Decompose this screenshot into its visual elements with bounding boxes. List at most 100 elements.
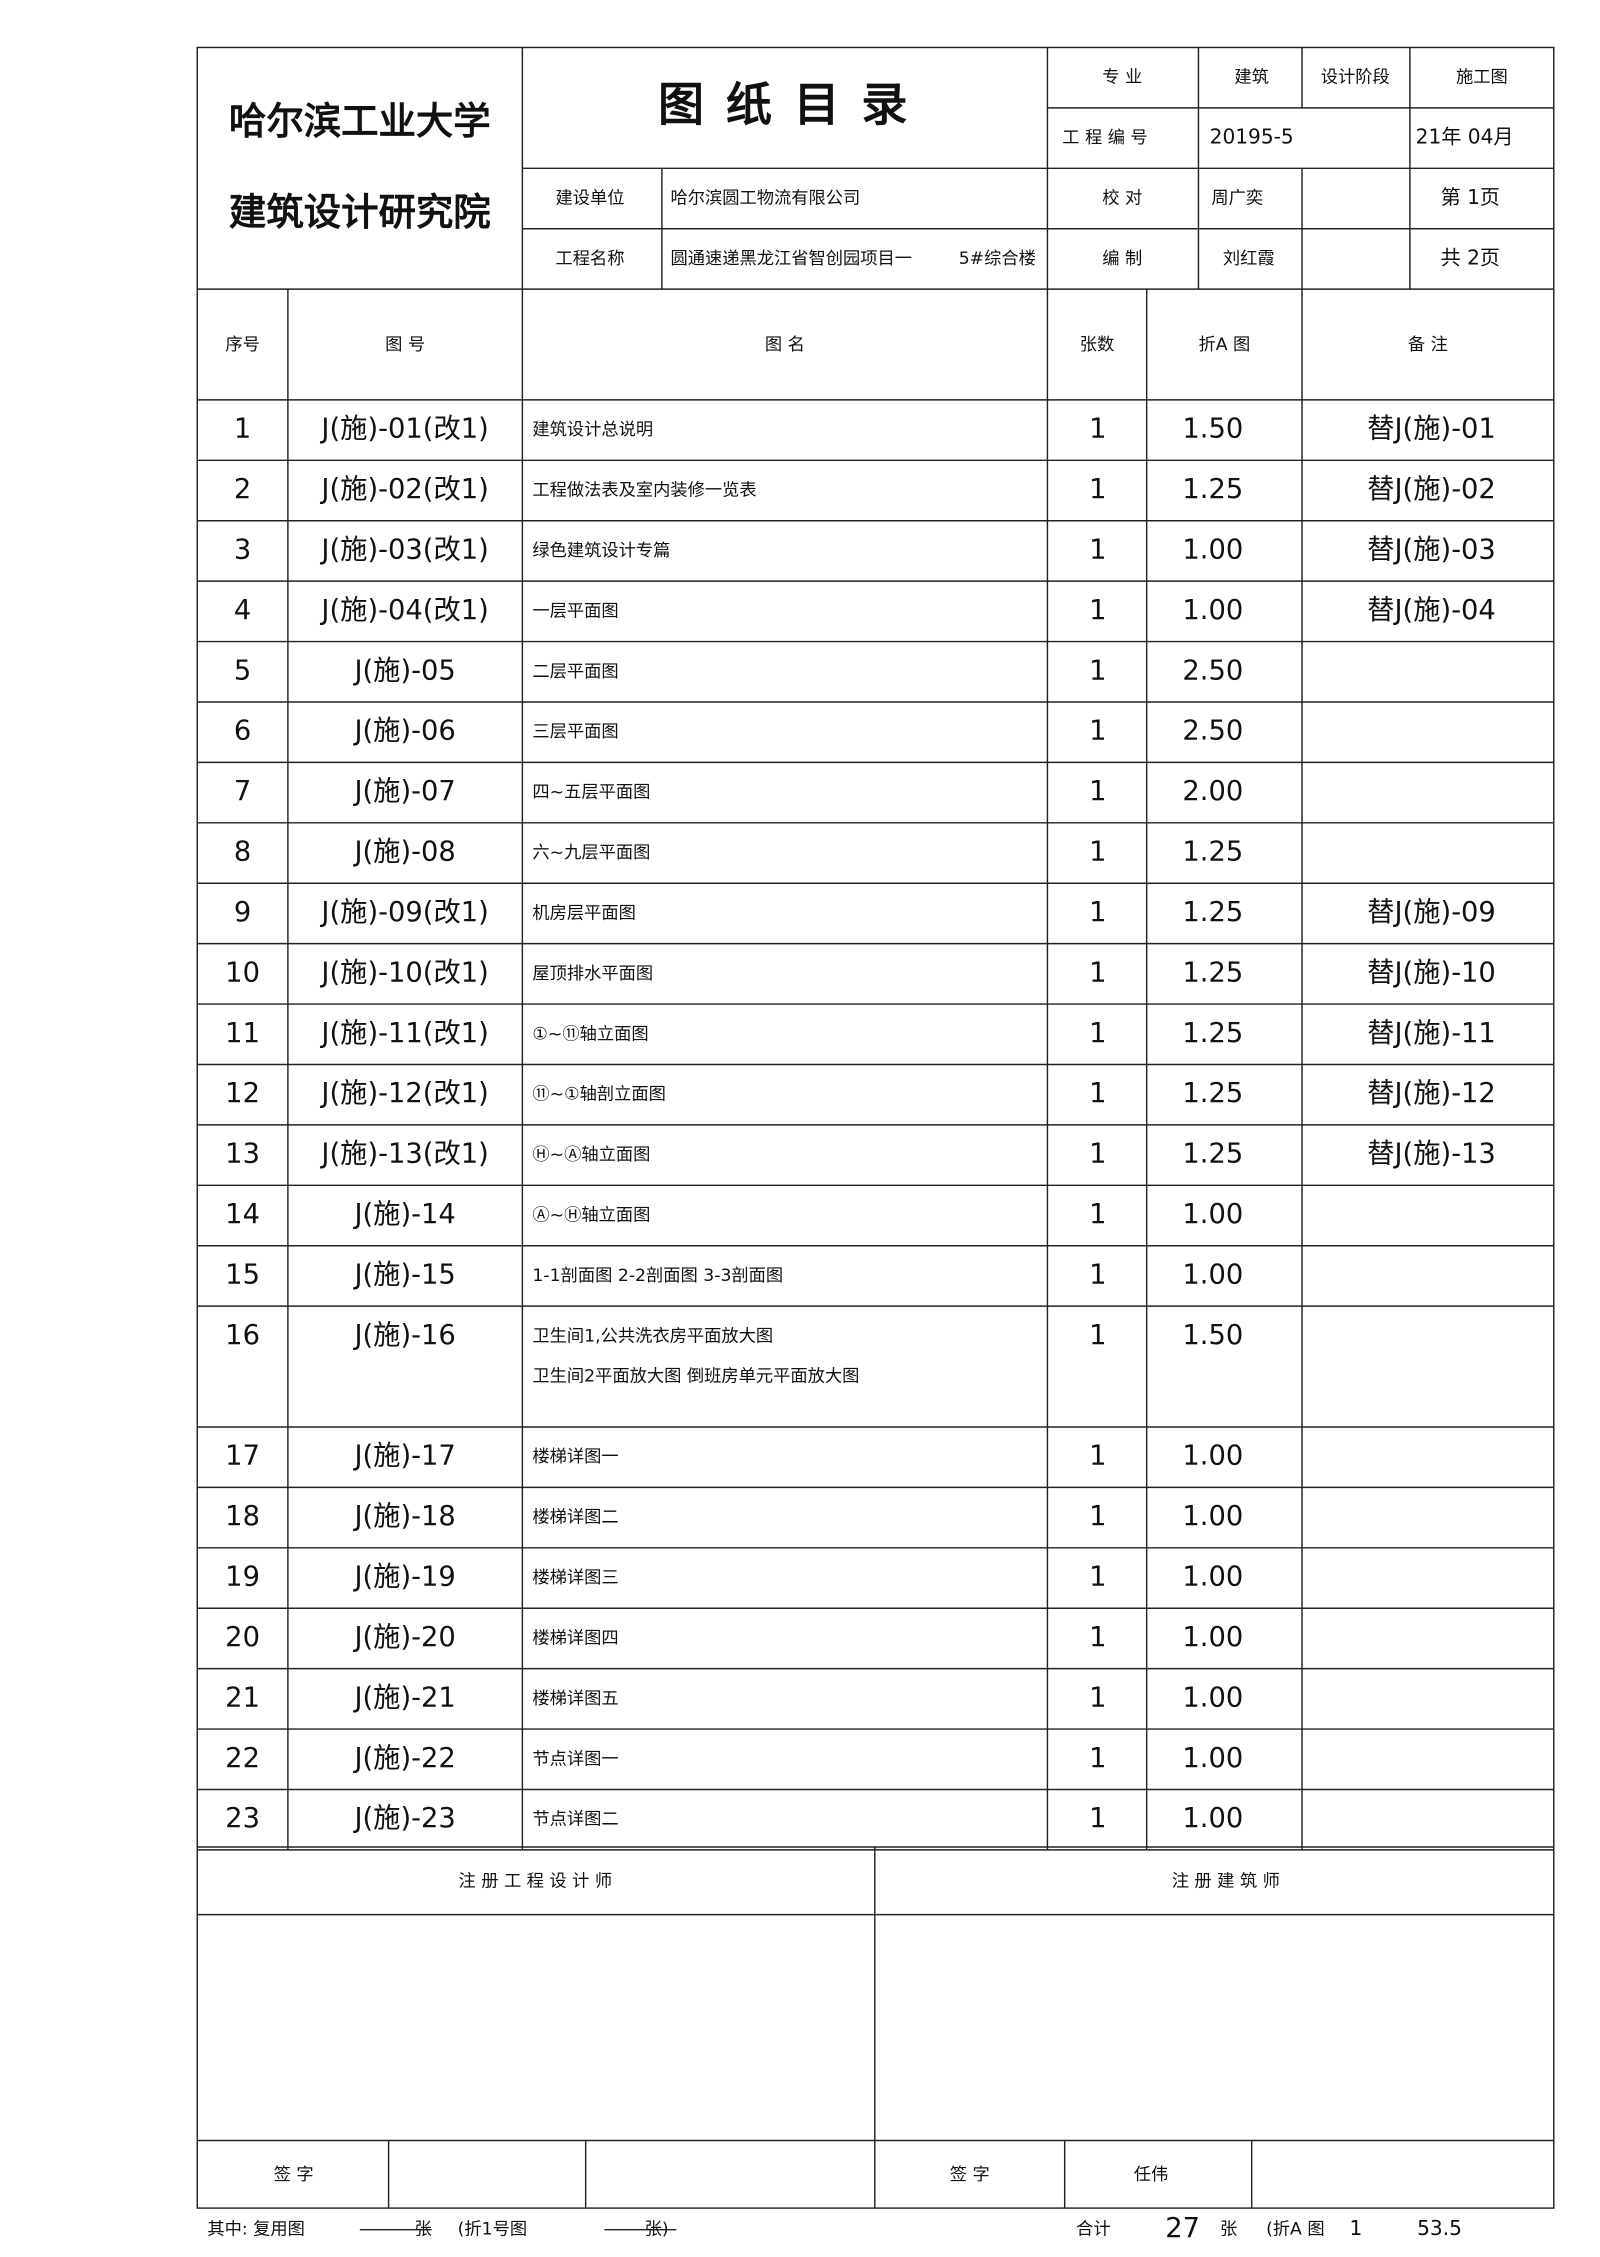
column-header: 图 号 bbox=[385, 335, 425, 355]
row-number: 8 bbox=[234, 837, 251, 868]
column-header: 图 名 bbox=[765, 335, 805, 355]
drawing-name: Ⓐ~Ⓗ轴立面图 bbox=[532, 1206, 650, 1226]
row-number: 20 bbox=[225, 1622, 260, 1653]
drawing-name: 楼梯详图四 bbox=[532, 1628, 618, 1648]
remark: 替J(施)-09 bbox=[1367, 897, 1496, 928]
row-number: 23 bbox=[225, 1803, 260, 1834]
sheets: 1 bbox=[1089, 474, 1106, 505]
sheets: 1 bbox=[1089, 1743, 1106, 1774]
drawing-name: 楼梯详图五 bbox=[532, 1689, 618, 1709]
drawing-number: J(施)-16 bbox=[352, 1320, 455, 1351]
row-number: 18 bbox=[225, 1501, 260, 1532]
drawing-number: J(施)-11(改1) bbox=[319, 1018, 488, 1049]
remark: 替J(施)-02 bbox=[1367, 474, 1496, 505]
sheets: 1 bbox=[1089, 716, 1106, 747]
drawing-name: 六~九层平面图 bbox=[532, 843, 650, 863]
value: 任伟 bbox=[1134, 2165, 1169, 2185]
drawing-name: 楼梯详图一 bbox=[532, 1447, 618, 1467]
row-number: 17 bbox=[225, 1441, 260, 1472]
drawing-name: 屋顶排水平面图 bbox=[532, 964, 653, 984]
value: 5#综合楼 bbox=[959, 249, 1036, 269]
sheets: 1 bbox=[1089, 534, 1106, 565]
a-equivalent: 1.50 bbox=[1182, 1320, 1243, 1351]
row-number: 5 bbox=[234, 655, 251, 686]
sheets: 1 bbox=[1089, 1803, 1106, 1834]
remark: 替J(施)-11 bbox=[1367, 1018, 1496, 1049]
remark: 替J(施)-13 bbox=[1367, 1139, 1496, 1170]
sheets: 1 bbox=[1089, 414, 1106, 445]
row-number: 7 bbox=[234, 776, 251, 807]
sheets: 1 bbox=[1089, 1259, 1106, 1290]
drawing-number: J(施)-23 bbox=[352, 1803, 455, 1834]
value: 建筑 bbox=[1234, 68, 1269, 88]
drawing-number: J(施)-01(改1) bbox=[319, 414, 488, 445]
a-equivalent: 1.00 bbox=[1182, 1562, 1243, 1593]
drawing-number: J(施)-14 bbox=[352, 1199, 455, 1230]
label: 工 程 编 号 bbox=[1062, 128, 1147, 148]
value: 圆通速递黑龙江省智创园项目一 bbox=[671, 249, 913, 269]
row-number: 2 bbox=[234, 474, 251, 505]
sheets: 1 bbox=[1089, 1501, 1106, 1532]
label: 注 册 建 筑 师 bbox=[1172, 1872, 1280, 1892]
column-header: 张数 bbox=[1080, 335, 1115, 355]
value: 20195-5 bbox=[1210, 125, 1294, 149]
footer: 1 bbox=[1350, 2216, 1363, 2240]
a-equivalent: 1.50 bbox=[1182, 414, 1243, 445]
table: 序号 图 号 图 名 张数 折A 图 备 注 1 J(施)-01(改1) 建筑设计总说明 1 1.5… bbox=[197, 289, 1554, 1851]
label: 专 业 bbox=[1102, 68, 1142, 88]
sheets: 1 bbox=[1089, 1018, 1106, 1049]
drawing-number: J(施)-17 bbox=[352, 1441, 455, 1472]
a-equivalent: 1.00 bbox=[1182, 1199, 1243, 1230]
value: 共 2页 bbox=[1441, 245, 1500, 269]
drawing-name: 四~五层平面图 bbox=[532, 783, 650, 803]
drawing-name: 建筑设计总说明 bbox=[532, 420, 653, 440]
row-number: 4 bbox=[234, 595, 251, 626]
label: 工程名称 bbox=[555, 249, 624, 269]
a-equivalent: 1.00 bbox=[1182, 1622, 1243, 1653]
row-number: 1 bbox=[234, 414, 251, 445]
label: 建设单位 bbox=[555, 189, 624, 209]
drawing-number: J(施)-19 bbox=[352, 1562, 455, 1593]
drawing-number: J(施)-06 bbox=[352, 716, 455, 747]
a-equivalent: 1.25 bbox=[1182, 1078, 1243, 1109]
signature-grid bbox=[197, 1846, 1554, 2231]
footer: 合计 bbox=[1076, 2220, 1111, 2240]
footer: 其中: 复用图 bbox=[207, 2220, 305, 2240]
sheets: 1 bbox=[1089, 1078, 1106, 1109]
drawing-number: J(施)-20 bbox=[352, 1622, 455, 1653]
sheets: 1 bbox=[1089, 776, 1106, 807]
footer: 张 bbox=[414, 2220, 431, 2240]
drawing-name: ⑪~①轴剖立面图 bbox=[532, 1085, 665, 1105]
drawing-number: J(施)-12(改1) bbox=[319, 1078, 488, 1109]
drawing-name: 楼梯详图二 bbox=[532, 1508, 618, 1528]
footer: 27 bbox=[1165, 2213, 1200, 2244]
sheets: 1 bbox=[1089, 1199, 1106, 1230]
row-number: 22 bbox=[225, 1743, 260, 1774]
sheets: 1 bbox=[1089, 655, 1106, 686]
a-equivalent: 1.25 bbox=[1182, 1018, 1243, 1049]
value: 哈尔滨圆工物流有限公司 bbox=[671, 189, 861, 209]
org: 建筑设计研究院 bbox=[229, 190, 491, 234]
drawing-number: J(施)-07 bbox=[352, 776, 455, 807]
sheets: 1 bbox=[1089, 897, 1106, 928]
sheets: 1 bbox=[1089, 1622, 1106, 1653]
drawing-name: ①~⑪轴立面图 bbox=[532, 1024, 648, 1044]
drawing-number: J(施)-10(改1) bbox=[319, 957, 488, 988]
value: 施工图 bbox=[1456, 68, 1508, 88]
drawing-number: J(施)-13(改1) bbox=[319, 1139, 488, 1170]
sheets: 1 bbox=[1089, 1682, 1106, 1713]
value: 周广奕 bbox=[1211, 189, 1263, 209]
a-equivalent: 2.50 bbox=[1182, 655, 1243, 686]
a-equivalent: 2.50 bbox=[1182, 716, 1243, 747]
row-number: 16 bbox=[225, 1320, 260, 1351]
a-equivalent: 1.25 bbox=[1182, 1139, 1243, 1170]
drawing-name: 三层平面图 bbox=[532, 722, 618, 742]
drawing-number: J(施)-22 bbox=[352, 1743, 455, 1774]
sheets: 1 bbox=[1089, 837, 1106, 868]
drawing-number: J(施)-04(改1) bbox=[319, 595, 488, 626]
column-header: 备 注 bbox=[1408, 335, 1448, 355]
drawing-name: 节点详图一 bbox=[532, 1749, 618, 1769]
drawing-name: Ⓗ~Ⓐ轴立面图 bbox=[532, 1145, 650, 1165]
row-number: 12 bbox=[225, 1078, 260, 1109]
